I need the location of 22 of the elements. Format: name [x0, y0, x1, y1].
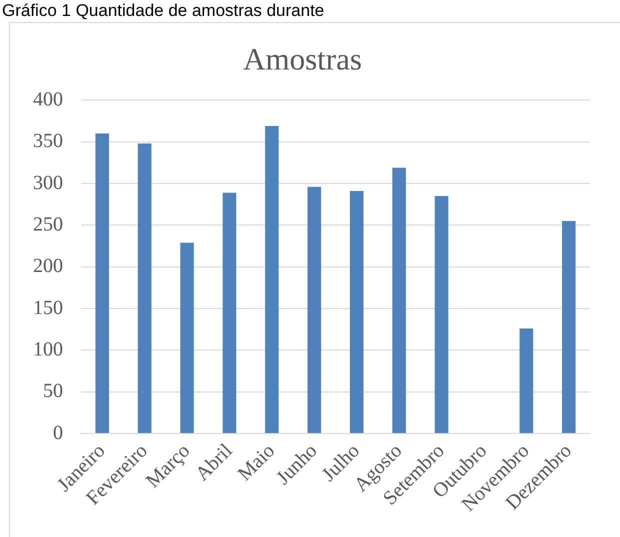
y-tick-label: 150 [33, 296, 63, 319]
bar [392, 168, 406, 434]
y-tick-label: 400 [33, 88, 63, 110]
bar [138, 144, 152, 434]
bar [265, 126, 279, 434]
bar [95, 134, 109, 434]
y-tick-label: 100 [33, 338, 63, 360]
bar [520, 328, 534, 434]
y-tick-label: 300 [33, 172, 63, 194]
bar [308, 186, 322, 434]
bar [350, 191, 364, 434]
chart-title: Amostras [243, 42, 362, 77]
text: Gráfico 1 Quantidade de amostras durante [2, 1, 324, 21]
y-tick-label: 250 [33, 213, 63, 236]
y-tick-label: 350 [33, 130, 63, 152]
bar [180, 242, 194, 434]
bar [222, 192, 236, 434]
y-tick-label: 0 [53, 422, 63, 444]
bar [562, 221, 576, 434]
bar [434, 196, 448, 434]
y-tick-label: 50 [43, 380, 63, 402]
y-tick-label: 200 [33, 255, 63, 278]
